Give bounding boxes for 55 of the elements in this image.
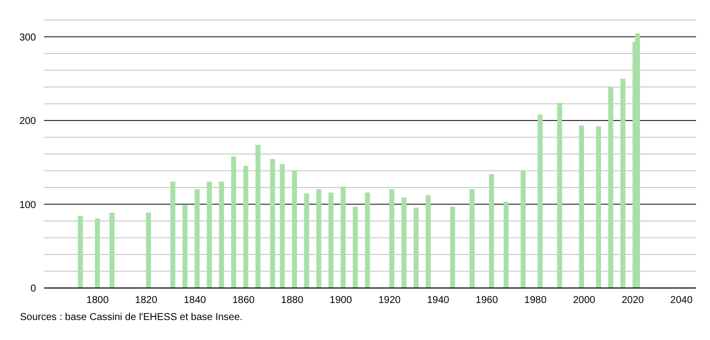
x-tick-label: 1840 [184, 295, 206, 306]
bar [557, 102, 562, 288]
bar [364, 192, 370, 288]
x-tick-label: 1980 [524, 295, 547, 306]
bar [401, 198, 406, 288]
bar [146, 212, 151, 288]
x-tick-label: 1920 [378, 295, 402, 306]
bar [389, 189, 394, 288]
bar [328, 192, 334, 288]
bar [414, 208, 419, 288]
bar [538, 114, 543, 288]
bar [292, 170, 297, 288]
bar [579, 126, 584, 288]
bar [243, 166, 248, 288]
bar [634, 33, 640, 288]
x-tick-label: 1800 [86, 295, 110, 306]
bar [620, 78, 626, 288]
bar [316, 189, 322, 288]
bar [194, 189, 200, 288]
y-tick-label: 200 [19, 116, 36, 128]
bar [94, 218, 100, 288]
bar [470, 189, 475, 288]
bar [182, 205, 188, 288]
x-tick-label: 1940 [426, 295, 450, 306]
bar [504, 202, 509, 288]
bar [520, 170, 526, 288]
bar [255, 144, 260, 288]
x-tick-label: 1960 [476, 295, 498, 306]
y-tick-label: 100 [19, 200, 36, 211]
bar [489, 174, 494, 288]
y-tick-label: 300 [19, 32, 36, 44]
bar [450, 206, 456, 288]
bar [110, 212, 114, 288]
bar [206, 182, 212, 288]
bar [270, 159, 276, 288]
x-tick-label: 1880 [281, 295, 304, 306]
bar [304, 193, 310, 288]
x-tick-label: 1860 [232, 295, 256, 306]
bar [340, 186, 346, 288]
x-tick-label: 2040 [670, 295, 693, 306]
bar [608, 87, 614, 288]
bar [596, 126, 602, 288]
bar [426, 195, 431, 288]
bar [352, 206, 358, 288]
bar [170, 182, 176, 288]
bar [78, 216, 83, 288]
bar [218, 182, 224, 288]
x-tick-label: 2000 [572, 295, 596, 306]
x-tick-label: 2020 [622, 295, 644, 306]
y-tick-label: 0 [30, 284, 36, 295]
x-tick-label: 1900 [330, 295, 352, 306]
bar [280, 164, 285, 288]
source-note: Sources : base Cassini de l'EHESS et base Insee. [20, 312, 244, 323]
bar [231, 156, 236, 288]
x-tick-label: 1820 [135, 295, 158, 306]
